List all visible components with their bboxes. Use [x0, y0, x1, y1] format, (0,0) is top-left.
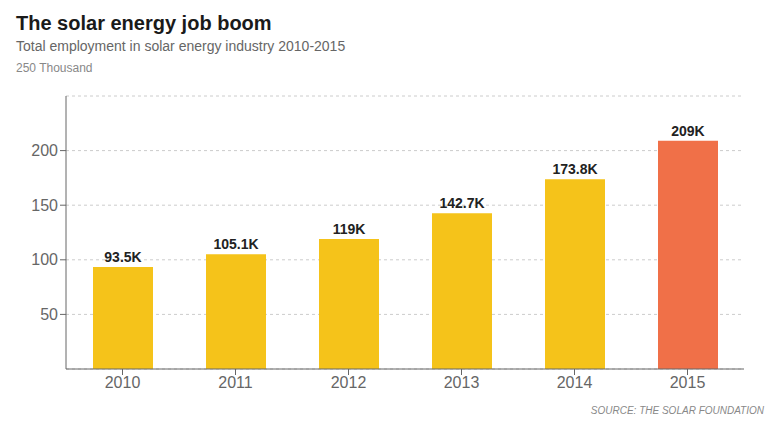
- svg-text:2011: 2011: [218, 374, 253, 391]
- svg-text:2012: 2012: [331, 374, 367, 391]
- svg-text:105.1K: 105.1K: [213, 236, 258, 252]
- svg-text:50: 50: [40, 306, 58, 323]
- html-text:Total employment in solar ener: Total employment in solar energy industr…: [16, 38, 346, 54]
- html-text:SOURCE: THE SOLAR FOUNDATION: SOURCE: THE SOLAR FOUNDATION: [590, 405, 764, 416]
- svg-text:150: 150: [31, 197, 58, 214]
- svg-text:100: 100: [31, 251, 58, 268]
- svg-text:2013: 2013: [444, 374, 480, 391]
- svg-text:119K: 119K: [333, 221, 366, 237]
- html-text:250 Thousand: 250 Thousand: [16, 61, 93, 75]
- svg-text:173.8K: 173.8K: [552, 161, 597, 177]
- html-text:The solar energy job boom: The solar energy job boom: [16, 12, 272, 34]
- svg-text:200: 200: [31, 142, 58, 159]
- svg-text:2015: 2015: [670, 374, 706, 391]
- svg-text:209K: 209K: [671, 123, 704, 139]
- svg-text:142.7K: 142.7K: [439, 195, 484, 211]
- svg-text:93.5K: 93.5K: [104, 249, 141, 265]
- svg-text:2010: 2010: [105, 374, 141, 391]
- svg-text:2014: 2014: [557, 374, 593, 391]
